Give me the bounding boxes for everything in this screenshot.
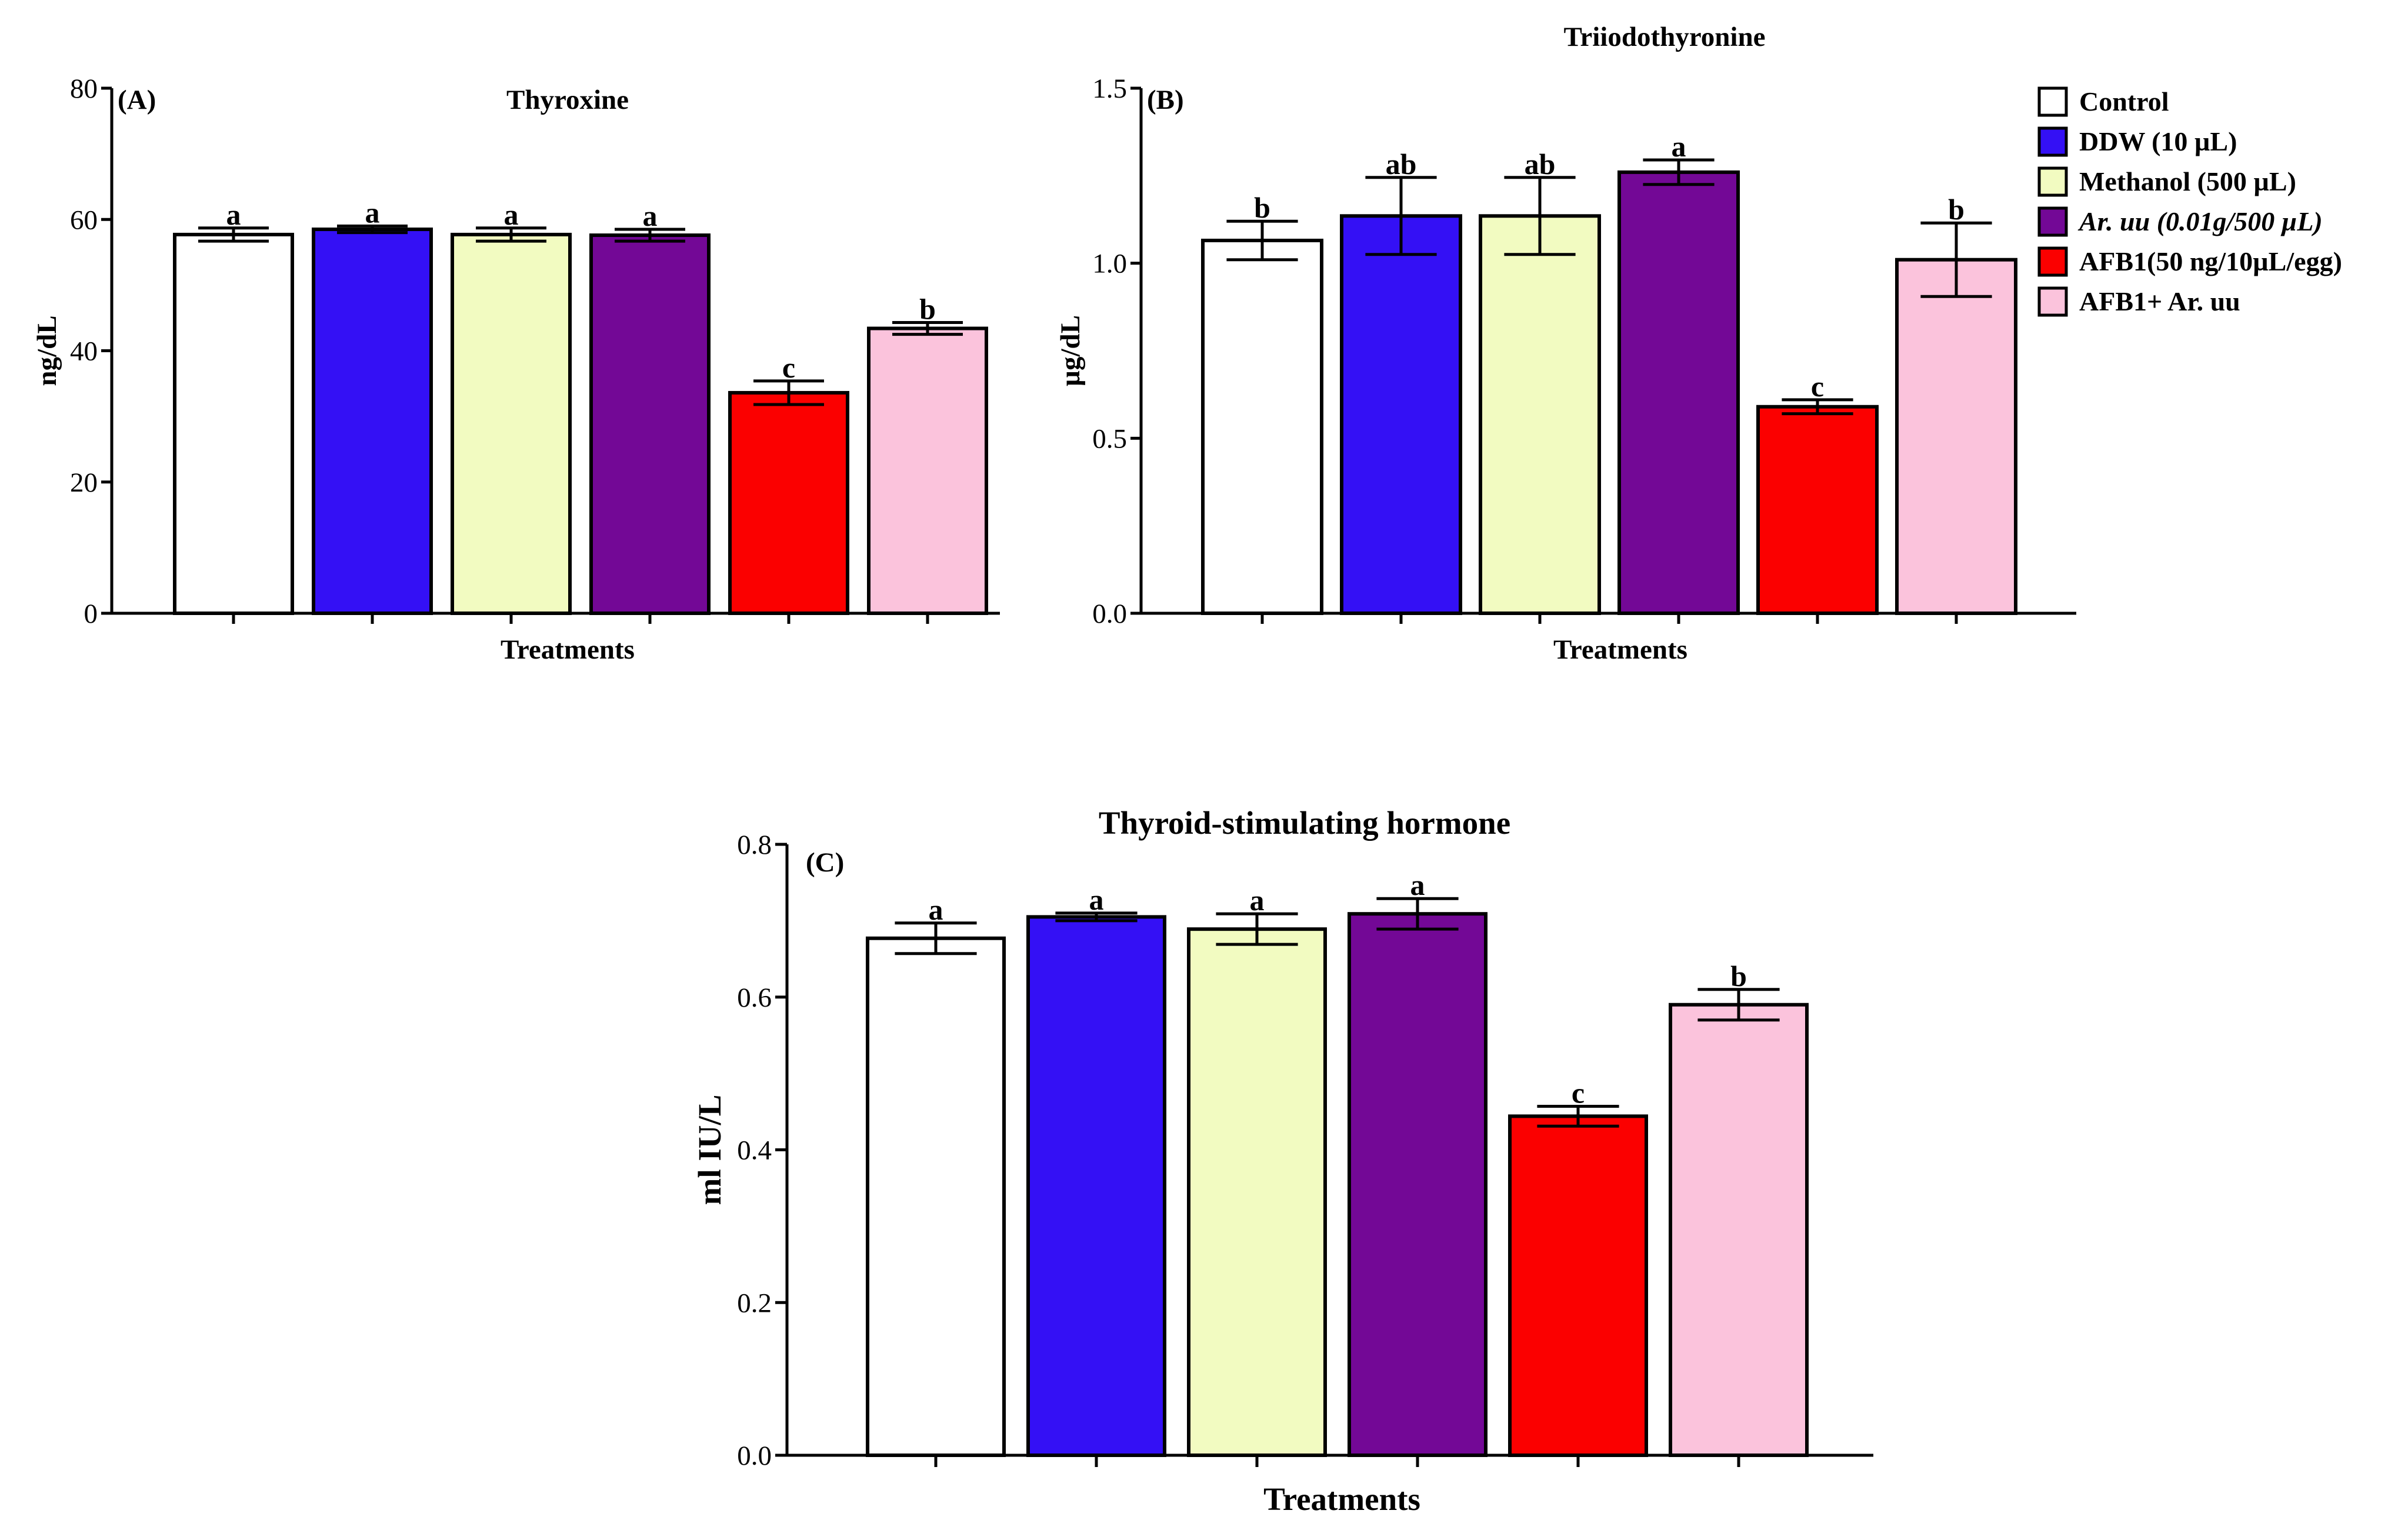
significance-letter: ab — [1386, 148, 1417, 181]
chart-thyroxine: 0 20 40 60 80 a a a a c b Thyroxine (A) Treatments ng/… — [32, 73, 1000, 665]
bar-ddw — [1026, 915, 1166, 1457]
y-tick-label: 0.0 — [737, 1441, 772, 1471]
bar-ddw — [312, 227, 433, 615]
y-tick-label: 0.4 — [737, 1135, 772, 1166]
y-tick-label: 0.8 — [737, 830, 772, 860]
bar-ar-uu — [589, 233, 711, 616]
y-tick-label: 40 — [70, 336, 98, 367]
bar-methanol — [451, 232, 572, 615]
significance-letter: a — [365, 196, 380, 229]
significance-letter: b — [1730, 960, 1747, 993]
legend-swatch-ddw — [2037, 126, 2068, 157]
legend-swatch-afb1-ar-uu — [2037, 286, 2068, 317]
significance-letter: a — [1089, 883, 1104, 916]
panel-label: (C) — [806, 847, 844, 878]
chart-title: Triiodothyronine — [1564, 22, 1766, 52]
bar-afb1 — [1508, 1114, 1648, 1457]
significance-letter: c — [1572, 1076, 1585, 1109]
legend-swatch-ar-uu — [2037, 206, 2068, 237]
significance-letter: a — [226, 198, 241, 231]
bar-methanol — [1479, 214, 1601, 615]
bar-methanol — [1187, 927, 1327, 1457]
panel-label: (B) — [1147, 85, 1184, 115]
chart-triiodothyronine: 0.0 0.5 1.0 1.5 b ab ab a c b Triiodothyronine (B) T… — [1055, 22, 2076, 665]
y-tick-label: 1.0 — [1092, 249, 1127, 279]
significance-letter: a — [1250, 884, 1265, 917]
y-tick-label: 0 — [84, 599, 98, 629]
y-axis-label: ml IU/L — [692, 1095, 728, 1205]
bar-ar-uu — [1348, 912, 1488, 1457]
x-axis-label: Treatments — [501, 634, 635, 665]
bar-ar-uu — [1617, 170, 1740, 615]
bar-afb1 — [1756, 405, 1879, 616]
significance-letter: c — [1811, 370, 1824, 403]
chart-title: Thyroxine — [506, 85, 629, 115]
significance-letter: b — [919, 293, 936, 326]
significance-letter: a — [643, 199, 658, 232]
y-tick-label: 80 — [70, 73, 98, 104]
legend-label-ar-uu: Ar. uu (0.01g/500 µL) — [2077, 206, 2323, 236]
legend-swatch-methanol — [2037, 166, 2068, 197]
chart-tsh: 0.0 0.2 0.4 0.6 0.8 a a a a c b Thyroid-stimulating… — [692, 805, 1873, 1517]
legend-label-afb1: AFB1(50 ng/10µL/egg) — [2079, 246, 2342, 276]
y-tick-label: 0.0 — [1092, 599, 1127, 629]
y-tick-label: 0.2 — [737, 1288, 772, 1318]
legend-swatch-control — [2037, 86, 2068, 117]
bar-ddw — [1340, 214, 1462, 615]
bar-afb1-ar-uu — [867, 326, 988, 615]
significance-letter: a — [929, 893, 943, 926]
significance-letter: ab — [1525, 148, 1556, 181]
bar-afb1-ar-uu — [1669, 1003, 1809, 1458]
bar-afb1-ar-uu — [1895, 258, 2017, 616]
legend-label-ddw: DDW (10 µL) — [2079, 126, 2237, 156]
significance-letter: a — [504, 198, 519, 231]
y-axis-label: ng/dL — [32, 315, 62, 386]
bar-afb1 — [728, 390, 849, 615]
y-axis-label: µg/dL — [1055, 315, 1086, 386]
y-tick-label: 20 — [70, 467, 98, 498]
x-axis-label: Treatments — [1263, 1481, 1420, 1517]
panel-label: (A) — [118, 85, 156, 115]
y-tick-label: 0.5 — [1092, 423, 1127, 454]
legend: Control DDW (10 µL) Methanol (500 µL) Ar. u… — [2037, 86, 2342, 317]
significance-letter: a — [1672, 130, 1686, 163]
bar-control — [866, 936, 1006, 1457]
chart-title: Thyroid-stimulating hormone — [1099, 805, 1510, 841]
legend-label-afb1-ar-uu: AFB1+ Ar. uu — [2079, 286, 2240, 316]
significance-letter: c — [782, 351, 795, 384]
y-tick-label: 60 — [70, 205, 98, 235]
significance-letter: a — [1410, 868, 1425, 901]
bar-control — [173, 232, 294, 615]
x-axis-label: Treatments — [1553, 634, 1687, 665]
y-tick-label: 0.6 — [737, 983, 772, 1013]
significance-letter: b — [1254, 191, 1270, 224]
legend-label-control: Control — [2079, 86, 2169, 116]
bar-control — [1201, 238, 1323, 616]
significance-letter: b — [1948, 193, 1965, 226]
legend-swatch-afb1 — [2037, 246, 2068, 277]
legend-label-methanol: Methanol (500 µL) — [2079, 166, 2296, 196]
y-tick-label: 1.5 — [1092, 73, 1127, 104]
